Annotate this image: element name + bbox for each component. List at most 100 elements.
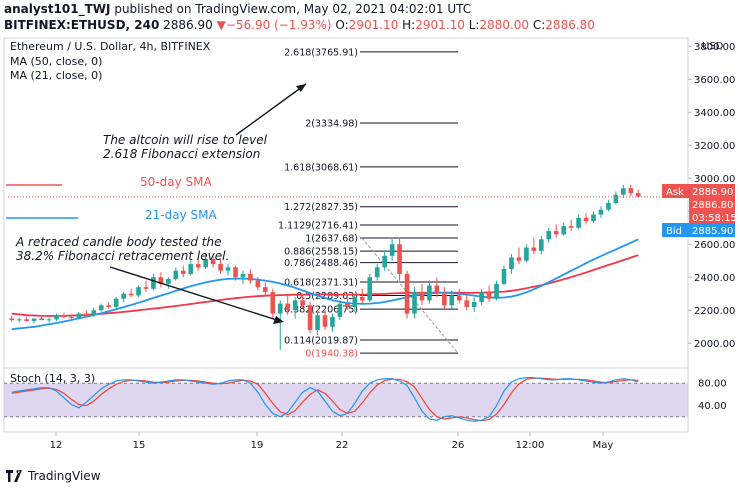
last-price: 2886.90 — [163, 18, 213, 32]
fib-level-label-10: 0.382(2206.75) — [284, 305, 358, 316]
candle-body-38 — [292, 300, 298, 311]
candle-body-24 — [188, 264, 194, 274]
candle-body-41 — [315, 315, 320, 331]
bid-value-box — [689, 223, 735, 237]
candle-body-37 — [285, 303, 291, 311]
candle-body-51 — [389, 244, 395, 256]
candle-body-68 — [516, 257, 522, 261]
candle-body-12 — [98, 305, 104, 311]
stoch-band — [4, 383, 688, 417]
ask-label: Ask — [666, 187, 684, 198]
time-tick-label-6: May — [593, 440, 614, 451]
price-chart[interactable]: 2.618(3765.91) 2(3334.98) 1.618(3068.61) 1.… — [0, 34, 740, 460]
candle-body-69 — [524, 247, 529, 261]
candle-body-49 — [374, 267, 380, 278]
candle-body-20 — [158, 277, 164, 284]
sma50-label: 50-day SMA — [140, 175, 212, 189]
candle-body-61 — [464, 300, 470, 307]
candle-body-67 — [509, 257, 514, 269]
currency-label: USD — [702, 41, 724, 52]
candle-body-83 — [628, 188, 634, 194]
stoch-k-line — [11, 377, 639, 422]
fib-level-label-5: 1(2637.68) — [305, 234, 358, 245]
candle-body-48 — [367, 277, 373, 301]
time-tick-label-5: 12:00 — [516, 440, 545, 451]
extension-arrow-head-icon — [296, 84, 306, 92]
candle-body-6 — [54, 315, 59, 320]
price-axis-ticks: 3800.003600.003400.003200.003000.002800.… — [688, 42, 735, 350]
price-change-value: −56.90 (−1.93%) — [225, 18, 332, 32]
published-text: published on TradingView.com, May 02, 20… — [114, 2, 472, 16]
candle-body-11 — [91, 310, 97, 316]
candle-body-18 — [143, 287, 149, 289]
fib-level-label-12: 0(1940.38) — [305, 349, 358, 360]
candle-body-13 — [106, 305, 112, 307]
last-price-box — [689, 198, 735, 224]
candle-body-82 — [621, 188, 626, 195]
author-name[interactable]: analyst101_TWJ — [4, 2, 111, 16]
candle-body-50 — [382, 255, 387, 268]
extension-note-line2: 2.618 Fibonacci extension — [103, 147, 260, 161]
fib-retracement-tool[interactable]: 2.618(3765.91) 2(3334.98) 1.618(3068.61) 1.… — [278, 47, 459, 360]
chart-title: Ethereum / U.S. Dollar, 4h, BITFINEX — [10, 40, 211, 53]
candle-body-75 — [568, 226, 574, 228]
price-tick-label-2: 3400.00 — [694, 108, 735, 119]
candle-body-57 — [434, 285, 440, 294]
candle-body-64 — [486, 292, 492, 299]
ma50-line — [11, 254, 639, 317]
candle-body-16 — [128, 293, 134, 296]
candle-body-80 — [606, 203, 611, 210]
candle-body-14 — [113, 298, 119, 307]
ohlc-low-label: L: — [468, 18, 480, 32]
candle-body-53 — [404, 273, 410, 314]
candle-body-44 — [337, 303, 343, 317]
time-tick-label-0: 12 — [50, 440, 63, 451]
price-tick-label-3: 3200.00 — [694, 141, 735, 152]
candle-body-62 — [471, 302, 477, 307]
ohlc-high: 2901.10 — [415, 18, 465, 32]
candle-body-54 — [412, 292, 417, 314]
stoch-band-layer — [4, 382, 688, 418]
fib-level-label-8: 0.618(2371.31) — [284, 277, 358, 288]
fib-level-label-1: 2(3334.98) — [305, 118, 358, 129]
candle-body-26 — [203, 259, 208, 268]
time-tick-label-4: 26 — [452, 440, 465, 451]
candle-body-31 — [240, 273, 246, 278]
symbol-line: BITFINEX:ETHUSD, 240 — [4, 18, 160, 32]
tradingview-logo[interactable]: TradingView — [6, 469, 101, 483]
candles — [8, 184, 688, 350]
price-tick-label-4: 3000.00 — [694, 174, 735, 185]
price-tick-label-6: 2600.00 — [694, 240, 735, 251]
candle-body-45 — [345, 303, 350, 307]
candle-body-46 — [352, 297, 358, 307]
tradingview-logo-icon — [6, 470, 22, 482]
ohlc-close: 2886.80 — [545, 18, 595, 32]
sma21-label: 21-day SMA — [145, 208, 217, 222]
quote-line: BITFINEX:ETHUSD, 240 2886.90 ▼−56.90 (−1… — [4, 18, 595, 32]
retrace-arrow-head-icon — [273, 316, 284, 324]
candle-body-71 — [538, 239, 544, 251]
candle-body-15 — [121, 293, 126, 299]
candle-body-58 — [442, 293, 447, 306]
time-tick-label-1: 15 — [133, 440, 146, 451]
candle-body-73 — [553, 231, 559, 235]
fib-level-label-3: 1.272(2827.35) — [284, 202, 358, 213]
candle-body-32 — [248, 273, 253, 281]
candle-body-22 — [173, 270, 179, 279]
candle-body-55 — [419, 292, 425, 301]
candle-body-42 — [322, 315, 328, 327]
candle-body-39 — [300, 300, 305, 306]
ask-value: 2886.90 — [692, 187, 733, 198]
candle-body-56 — [427, 285, 432, 301]
last-price-value: 2886.80 — [692, 200, 733, 211]
price-tick-label-8: 2200.00 — [694, 306, 735, 317]
candle-body-17 — [136, 287, 141, 296]
candle-body-43 — [330, 316, 335, 327]
candle-body-52 — [397, 244, 402, 274]
fib-level-label-7: 0.786(2488.46) — [284, 258, 358, 269]
candle-body-23 — [180, 270, 186, 274]
candle-body-33 — [255, 280, 261, 288]
candle-body-65 — [494, 283, 499, 299]
candle-body-7 — [61, 315, 67, 317]
candle-body-3 — [31, 318, 37, 321]
